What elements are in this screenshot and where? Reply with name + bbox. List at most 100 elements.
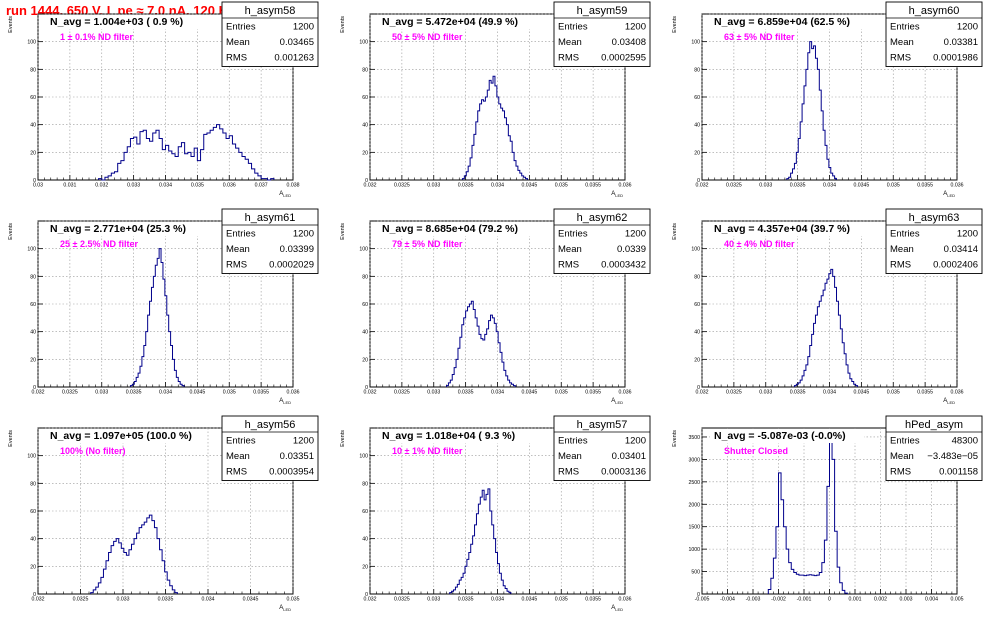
x-tick-label: 0.034 [823, 390, 836, 396]
x-tick-label: 0.031 [63, 183, 76, 189]
x-tick-label: 0.036 [619, 390, 632, 396]
filter-annotation: 40 ± 4% ND filter [724, 239, 795, 249]
histogram-svg: 0.032 0.0325 0.033 0.0335 0.034 0.0345 0.035 0.… [340, 1, 651, 198]
x-tick-label: 0.035 [223, 390, 236, 396]
stats-hist-name: h_asym61 [245, 212, 296, 224]
stat-value: 0.0003432 [601, 260, 646, 271]
stat-value: 0.0339 [617, 244, 646, 255]
stat-value: 0.0002029 [269, 260, 314, 271]
title-box [378, 429, 532, 443]
y-axis-label: Events [340, 430, 346, 447]
y-tick-label: 80 [362, 67, 368, 73]
stat-label: RMS [890, 260, 911, 271]
histogram-h_asym63 [793, 268, 859, 387]
x-tick-label: 0.0345 [853, 390, 869, 396]
x-axis-label: ALED [279, 191, 291, 198]
x-tick-label: 0.036 [223, 183, 236, 189]
x-tick-label: 0.034 [491, 183, 504, 189]
histogram-h_asym62 [446, 300, 516, 387]
x-tick-label: 0.034 [202, 597, 215, 603]
stat-label: RMS [890, 467, 911, 478]
x-tick-label: 0.032 [364, 390, 377, 396]
histogram-svg: 0.032 0.0325 0.033 0.0335 0.034 0.0345 0.035 0 2… [8, 415, 319, 612]
stats-hist-name: h_asym58 [245, 5, 296, 17]
y-axis-label: Events [8, 223, 14, 240]
y-tick-label: 60 [362, 95, 368, 101]
stats-hist-name: h_asym57 [577, 419, 628, 431]
x-tick-label: 0.004 [925, 597, 938, 603]
x-tick-label: 0.0345 [189, 390, 205, 396]
stat-value: 0.03351 [280, 451, 314, 462]
y-tick-label: 20 [694, 357, 700, 363]
x-tick-label: 0.036 [951, 390, 964, 396]
stats-box [221, 208, 319, 274]
y-tick-label: 60 [30, 509, 36, 515]
x-tick-label: 0.033 [759, 183, 772, 189]
histogram-svg: 0.032 0.0325 0.033 0.0335 0.034 0.0345 0.035 0.… [340, 415, 651, 612]
y-axis-label: Events [8, 16, 14, 33]
y-tick-label: 20 [362, 357, 368, 363]
stat-label: Mean [558, 37, 582, 48]
x-axis-label: ALED [943, 398, 955, 405]
histogram-h_asym56 [90, 514, 178, 594]
filter-annotation: 25 ± 2.5% ND filter [60, 239, 138, 249]
y-tick-label: 40 [362, 537, 368, 543]
y-tick-label: 3000 [688, 457, 700, 463]
x-axis-label: ALED [611, 605, 623, 612]
stat-value: 1200 [625, 229, 646, 240]
filter-annotation: 100% (No filter) [60, 446, 126, 456]
y-tick-label: 40 [30, 537, 36, 543]
x-tick-label: 0.033 [427, 597, 440, 603]
x-tick-label: 0 [828, 597, 831, 603]
stat-value: 48300 [952, 436, 978, 447]
stat-value: 0.0002595 [601, 53, 646, 64]
x-tick-label: 0.003 [900, 597, 913, 603]
y-tick-label: 60 [694, 95, 700, 101]
title-box [710, 15, 864, 29]
histogram-title: N_avg = 5.472e+04 (49.9 %) [382, 16, 518, 28]
histogram-panel-h_asym60: 0.032 0.0325 0.033 0.0335 0.034 0.0345 0.035 0.… [664, 0, 996, 207]
stat-value: 0.03465 [280, 37, 314, 48]
stats-box [885, 208, 983, 274]
x-tick-label: 0.036 [287, 390, 300, 396]
histogram-panel-h_asym62: 0.032 0.0325 0.033 0.0335 0.034 0.0345 0.035 0.… [332, 207, 664, 414]
x-tick-label: 0.0335 [158, 597, 174, 603]
stat-label: Entries [890, 22, 920, 33]
x-tick-label: 0.032 [364, 597, 377, 603]
histogram-panel-hPed_asym: -0.005 -0.004 -0.003 -0.002 -0.001 0 0.001 0.00… [664, 414, 996, 621]
x-tick-label: 0.035 [287, 597, 300, 603]
histogram-title: N_avg = 1.097e+05 (100.0 %) [50, 430, 192, 442]
stat-label: Mean [890, 37, 914, 48]
x-tick-label: 0.036 [619, 183, 632, 189]
x-tick-label: 0.03 [33, 183, 43, 189]
x-tick-label: 0.033 [127, 183, 140, 189]
y-tick-label: 80 [30, 481, 36, 487]
x-tick-label: 0.0335 [126, 390, 142, 396]
x-tick-label: 0.034 [159, 183, 172, 189]
histogram-panel-h_asym56: 0.032 0.0325 0.033 0.0335 0.034 0.0345 0.035 0 2… [0, 414, 332, 621]
stat-value: 0.03414 [944, 244, 978, 255]
x-tick-label: 0.033 [427, 390, 440, 396]
y-tick-label: 40 [30, 123, 36, 129]
x-tick-label: 0.033 [95, 390, 108, 396]
stat-value: 1200 [293, 436, 314, 447]
stat-label: Mean [890, 244, 914, 255]
y-tick-label: 80 [694, 67, 700, 73]
y-tick-label: 20 [30, 150, 36, 156]
title-box [46, 222, 200, 236]
x-tick-label: 0.032 [32, 597, 45, 603]
x-tick-label: 0.0345 [521, 597, 537, 603]
stat-label: Mean [890, 451, 914, 462]
x-tick-label: 0.032 [696, 183, 709, 189]
y-tick-label: 100 [359, 40, 368, 46]
x-tick-label: 0.037 [255, 183, 268, 189]
histogram-title: N_avg = 8.685e+04 (79.2 %) [382, 223, 518, 235]
histogram-title: N_avg = 1.004e+03 ( 0.9 %) [50, 16, 183, 28]
stat-label: Entries [890, 436, 920, 447]
x-tick-label: 0.035 [555, 390, 568, 396]
histogram-title: N_avg = 1.018e+04 ( 9.3 %) [382, 430, 515, 442]
y-tick-label: 40 [694, 123, 700, 129]
stat-label: Entries [890, 229, 920, 240]
x-tick-label: 0.0335 [458, 597, 474, 603]
stats-hist-name: hPed_asym [905, 419, 963, 431]
